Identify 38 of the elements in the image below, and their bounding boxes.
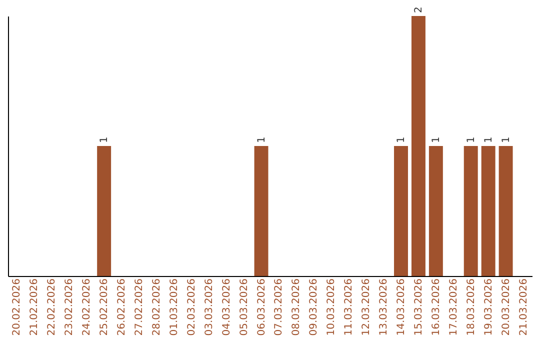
data-label: 1 [500, 136, 512, 143]
x-tick-label: 14.03.2026 [396, 278, 407, 336]
data-label: 1 [396, 136, 407, 143]
x-tick-label: 08.03.2026 [291, 278, 302, 336]
x-tick-label: 22.02.2026 [46, 278, 58, 336]
x-tick-label: 13.03.2026 [378, 278, 390, 336]
x-tick-label: 27.02.2026 [134, 278, 145, 336]
x-tick-label: 10.03.2026 [326, 278, 338, 336]
x-tick-label: 01.03.2026 [168, 278, 180, 336]
x-tick-label: 21.03.2026 [518, 278, 530, 336]
data-label: 1 [466, 136, 477, 143]
x-tick-label: 19.03.2026 [483, 278, 494, 336]
x-tick-label: 03.03.2026 [204, 278, 215, 336]
x-tick-label: 15.03.2026 [413, 278, 424, 336]
x-tick-label: 09.03.2026 [308, 278, 320, 336]
data-label: 1 [483, 136, 494, 143]
x-tick-label: 16.03.2026 [430, 278, 442, 336]
x-tick-label: 11.03.2026 [344, 278, 355, 336]
data-label: 1 [430, 136, 442, 143]
x-tick-label: 05.03.2026 [238, 278, 250, 336]
x-tick-label: 24.02.2026 [82, 278, 93, 336]
x-tick-label: 06.03.2026 [256, 278, 268, 336]
x-tick-label: 25.02.2026 [99, 278, 110, 336]
x-tick-label: 07.03.2026 [274, 278, 285, 336]
x-tick-label: 18.03.2026 [466, 278, 477, 336]
x-tick-label: 12.03.2026 [361, 278, 372, 336]
x-tick-label: 21.02.2026 [29, 278, 40, 336]
x-tick-label: 26.02.2026 [116, 278, 128, 336]
x-tick-label: 20.02.2026 [12, 278, 23, 336]
x-tick-label: 28.02.2026 [151, 278, 162, 336]
data-label: 2 [413, 6, 424, 13]
x-tick-label: 02.03.2026 [186, 278, 198, 336]
data-label: 1 [256, 136, 268, 143]
x-tick-label: 23.02.2026 [64, 278, 76, 336]
data-label: 1 [99, 136, 110, 143]
x-tick-label: 20.03.2026 [500, 278, 512, 336]
x-tick-label: 17.03.2026 [448, 278, 460, 336]
x-tick-label: 04.03.2026 [221, 278, 232, 336]
